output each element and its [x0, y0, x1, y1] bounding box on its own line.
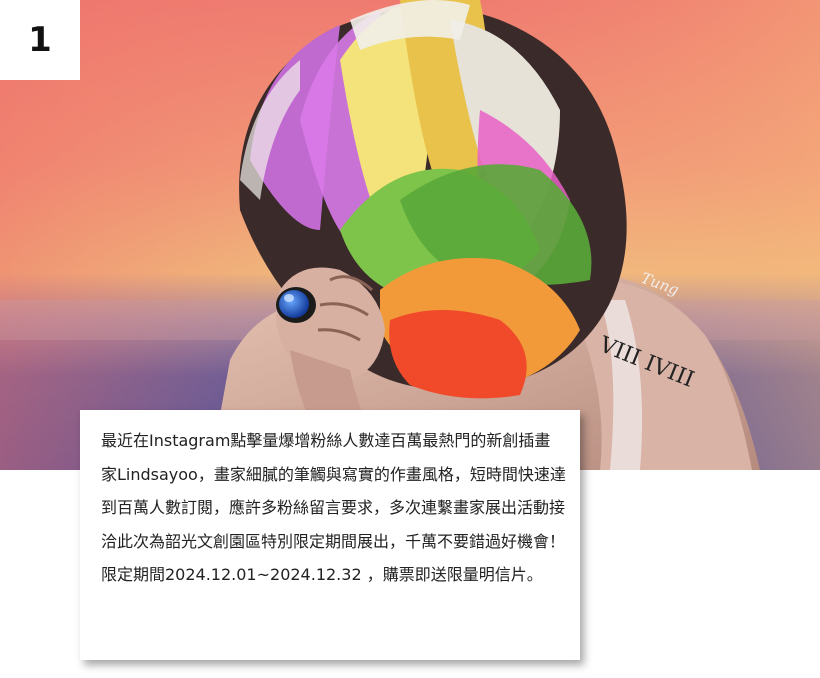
- number-badge: 1: [0, 0, 80, 80]
- caption-card: 最近在Instagram點擊量爆增粉絲人數達百萬最熱門的新創插畫家Lindsay…: [80, 410, 580, 660]
- badge-number: 1: [28, 20, 52, 60]
- painting-illustration: Tung VIII IVIII: [0, 0, 820, 470]
- caption-text: 最近在Instagram點擊量爆增粉絲人數達百萬最熱門的新創插畫家Lindsay…: [101, 431, 566, 584]
- hero-artwork: Tung VIII IVIII: [0, 0, 820, 470]
- ring-icon: [276, 287, 316, 323]
